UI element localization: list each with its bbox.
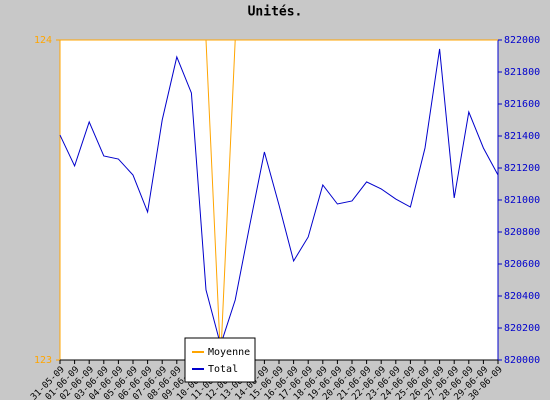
- legend-box: [184, 337, 256, 383]
- legend-label: Total: [208, 364, 238, 375]
- y-tick-label: 123: [34, 355, 52, 366]
- y2-tick-label: 820200: [504, 323, 540, 334]
- y2-tick-label: 821000: [504, 195, 540, 206]
- legend: Moyenne Total: [184, 337, 256, 383]
- y2-tick-label: 821800: [504, 67, 540, 78]
- y2-tick-label: 820600: [504, 259, 540, 270]
- y2-tick-label: 820800: [504, 227, 540, 238]
- y2-tick-label: 822000: [504, 35, 540, 46]
- y2-tick-label: 821600: [504, 99, 540, 110]
- series-line: [60, 39, 498, 361]
- y2-tick-label: 820400: [504, 291, 540, 302]
- y2-tick-label: 821200: [504, 163, 540, 174]
- series-line: [59, 48, 499, 347]
- y2-tick-label: 820000: [504, 355, 540, 366]
- y2-tick-label: 821400: [504, 131, 540, 142]
- legend-label: Moyenne: [208, 347, 250, 358]
- plot-area: [60, 40, 498, 360]
- y-tick-label: 124: [34, 35, 52, 46]
- chart-title: Unités.: [248, 5, 303, 20]
